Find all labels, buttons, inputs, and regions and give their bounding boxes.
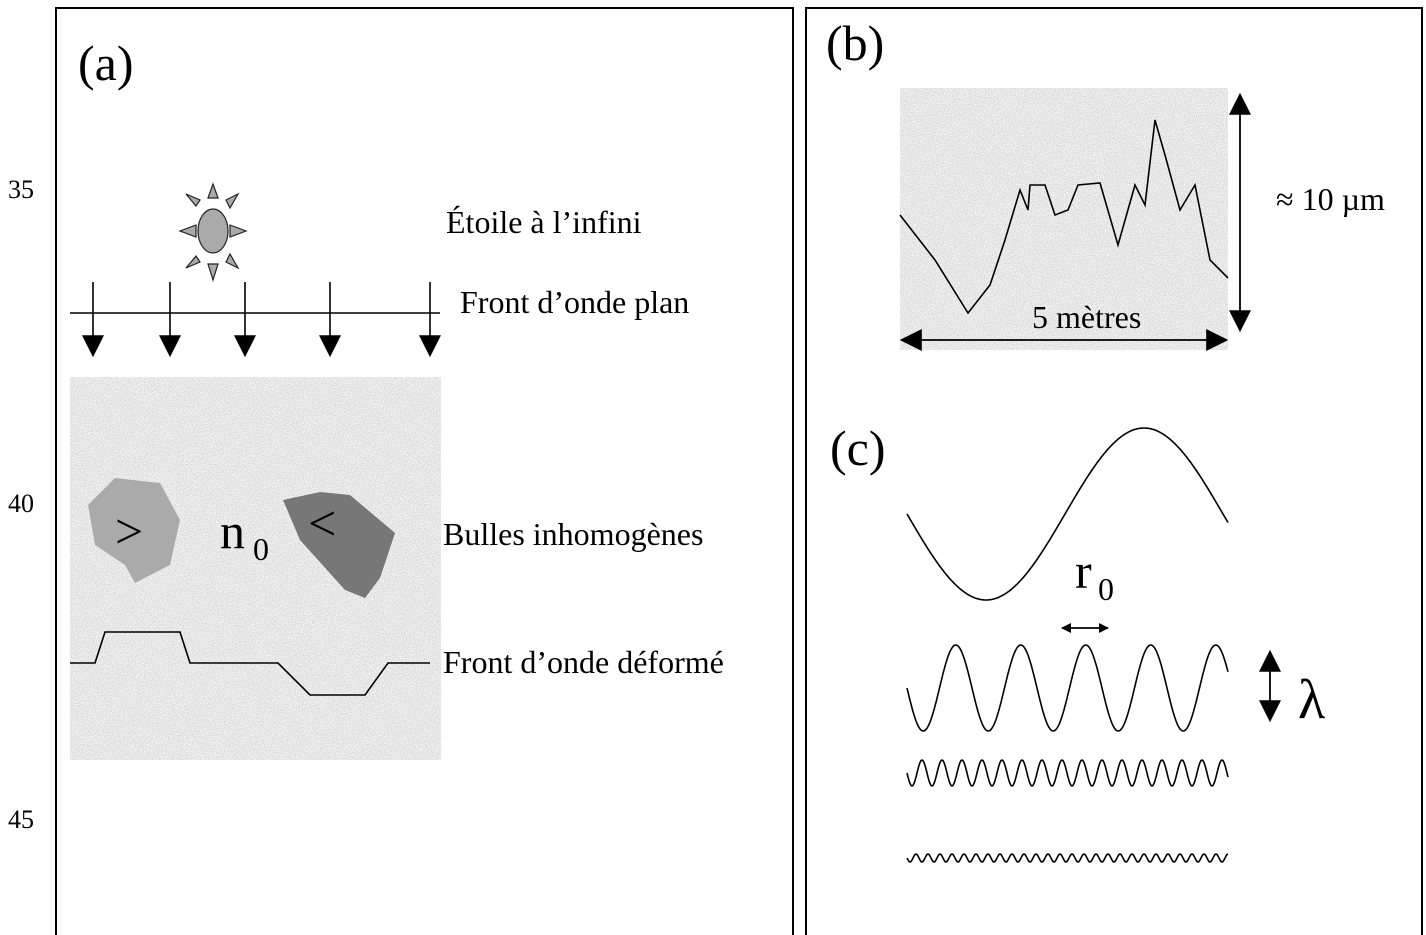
bubble-sign: < (308, 495, 336, 551)
r-subscript: 0 (1098, 571, 1114, 607)
bubbles-label: Bulles inhomogènes (443, 516, 703, 552)
star-label: Étoile à l’infini (446, 204, 642, 240)
wave (907, 854, 1228, 862)
line-number: 45 (8, 805, 34, 834)
index-symbol: n (220, 503, 245, 559)
star (180, 184, 246, 280)
turbulent-medium (70, 377, 441, 760)
index-subscript: 0 (253, 531, 269, 567)
wave (907, 645, 1228, 731)
panel-label: (c) (830, 420, 886, 476)
height-label: ≈ 10 µm (1276, 181, 1385, 217)
panel-label: (a) (78, 35, 134, 91)
bubble-sign: > (115, 503, 143, 559)
line-number: 40 (8, 489, 34, 518)
wave (907, 428, 1228, 600)
wave (907, 760, 1228, 786)
diagram: 35 40 45 (a) Étoile à l’infini Front d’o… (0, 0, 1426, 935)
deformed-label: Front d’onde déformé (443, 644, 724, 680)
width-label: 5 mètres (1032, 299, 1141, 335)
r-symbol: r (1075, 543, 1092, 599)
wavefront-label: Front d’onde plan (460, 284, 689, 320)
page: {"line_numbers": ["35", "40", "45"], "pa… (0, 0, 1426, 935)
line-number: 35 (8, 175, 34, 204)
wave-group (907, 428, 1228, 862)
plane-wavefront (70, 282, 440, 355)
panel-label: (b) (826, 15, 884, 71)
lambda-symbol: λ (1298, 669, 1325, 731)
